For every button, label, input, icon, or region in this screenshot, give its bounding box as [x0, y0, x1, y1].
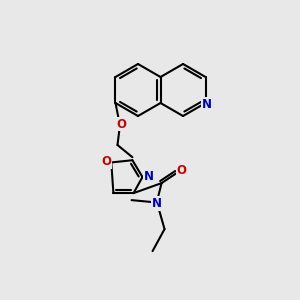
Text: N: N [143, 169, 154, 182]
Text: O: O [101, 155, 111, 168]
Text: N: N [202, 98, 212, 110]
Text: N: N [152, 196, 162, 210]
Text: O: O [116, 118, 127, 130]
Text: O: O [177, 164, 187, 177]
